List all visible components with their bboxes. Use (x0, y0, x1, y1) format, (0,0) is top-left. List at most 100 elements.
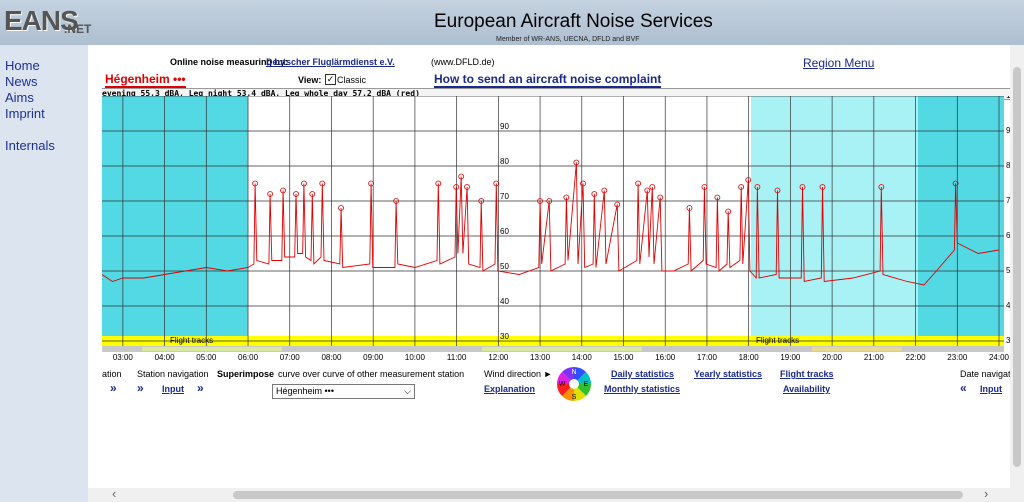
event-marker (819, 184, 826, 190)
event-marker (701, 184, 708, 190)
wind-letter: S (572, 394, 577, 401)
header: EANS .NET European Aircraft Noise Servic… (0, 0, 1024, 45)
night-band (102, 96, 248, 346)
event-marker (309, 191, 316, 197)
x-tick-label: 23:00 (947, 353, 968, 362)
nav-link[interactable]: Internals (5, 138, 55, 153)
y-tick-label: 60 (500, 227, 509, 236)
view-option: Classic (337, 75, 367, 85)
event-marker (453, 184, 460, 190)
nav-link[interactable]: Home (5, 58, 40, 73)
station-name[interactable]: Hégenheim ••• (105, 72, 186, 88)
nav-next[interactable]: » (110, 381, 117, 395)
event-marker (338, 205, 344, 211)
event-marker (252, 180, 259, 187)
x-tick-label: 19:00 (780, 353, 801, 362)
y-tick-label-right: 30 (1006, 336, 1010, 345)
event-marker (754, 184, 761, 190)
event-marker (393, 198, 400, 204)
nav-link[interactable]: Aims (5, 90, 34, 105)
x-tick-label: 13:00 (530, 353, 551, 362)
y-tick-label: 30 (500, 332, 509, 341)
superimpose: Superimpose (217, 369, 275, 379)
availability-link[interactable]: Availability (783, 384, 831, 394)
daily-link[interactable]: Daily statistics (611, 369, 675, 379)
wind-rose[interactable]: N E S W (556, 366, 592, 402)
event-marker (635, 180, 642, 187)
x-tick-label: 10:00 (405, 353, 426, 362)
event-marker (458, 173, 465, 180)
noise-chart: 303040405050606070708080909010010003:000… (102, 96, 1010, 362)
v-scrollbar[interactable] (1010, 45, 1024, 502)
nav-next[interactable]: » (197, 381, 204, 395)
station-nav: Station navigation (137, 369, 209, 379)
y-tick-label-right: 40 (1006, 301, 1010, 310)
scroll-left[interactable]: ‹ (112, 486, 117, 501)
y-tick-label-right: 50 (1006, 266, 1010, 275)
tracks-link[interactable]: Flight tracks (780, 369, 834, 379)
x-tick-label: 18:00 (739, 353, 760, 362)
x-tick-label: 17:00 (697, 353, 718, 362)
explanation-link[interactable]: Explanation (484, 384, 536, 394)
wind-letter: W (559, 381, 566, 388)
event-marker (580, 180, 586, 187)
event-marker (686, 205, 693, 211)
yearly-link[interactable]: Yearly statistics (694, 369, 763, 379)
scroll-thumb[interactable] (233, 491, 963, 499)
y-tick-label-right: 60 (1006, 231, 1010, 240)
x-tick-label: 24:00 (989, 353, 1010, 362)
y-tick-label-right: 80 (1006, 161, 1010, 170)
x-tick-label: 07:00 (280, 353, 301, 362)
event-marker (952, 180, 959, 187)
monthly-link[interactable]: Monthly statistics (604, 384, 681, 394)
event-marker (464, 184, 470, 190)
x-tick-label: 03:00 (113, 353, 134, 362)
day-band (248, 96, 751, 346)
x-tick-label: 14:00 (572, 353, 593, 362)
event-marker (435, 180, 442, 187)
date-nav: Date navigat (960, 369, 1010, 379)
dfld-link[interactable]: Deutscher Fluglärmdienst e.V. (266, 57, 395, 67)
x-tick-label: 22:00 (906, 353, 927, 362)
complaint-link[interactable]: How to send an aircraft noise complaint (434, 72, 662, 88)
event-marker (657, 194, 664, 201)
event-marker (644, 187, 651, 194)
nav-next[interactable]: » (137, 381, 144, 395)
evening-band (751, 96, 918, 346)
night-band (918, 96, 1004, 346)
h-scrollbar[interactable]: ‹ › (88, 486, 1010, 502)
x-tick-label: 05:00 (196, 353, 217, 362)
region-menu[interactable]: Region Menu (803, 56, 875, 70)
event-marker (293, 191, 299, 197)
y-tick-label: 90 (500, 122, 509, 131)
x-tick-label: 15:00 (613, 353, 634, 362)
track-label: Flight tracks (170, 336, 213, 345)
event-marker (799, 184, 806, 190)
event-marker (301, 180, 307, 187)
select-value: Hégenheim ••• (276, 386, 334, 396)
date-input[interactable]: Input (980, 384, 1002, 394)
view-checkbox[interactable]: ✓ (325, 74, 336, 85)
event-marker (649, 184, 656, 190)
event-marker (774, 187, 781, 194)
scroll-right[interactable]: › (984, 486, 989, 501)
event-marker (573, 159, 580, 166)
event-marker (738, 184, 745, 190)
event-marker (478, 198, 485, 204)
x-tick-label: 21:00 (864, 353, 885, 362)
event-marker (493, 180, 500, 187)
scroll-thumb[interactable] (1013, 67, 1021, 467)
nav-back[interactable]: « (960, 381, 967, 395)
x-tick-label: 09:00 (363, 353, 384, 362)
nav-link[interactable]: News (5, 74, 38, 89)
info-label: Online noise measuring by: (170, 57, 289, 67)
event-marker (714, 194, 721, 201)
logo: EANS (4, 5, 79, 36)
nav-link[interactable]: Imprint (5, 106, 45, 121)
y-tick-label-right: 70 (1006, 196, 1010, 205)
logo-suffix: .NET (64, 22, 92, 36)
event-marker (725, 208, 732, 215)
wind-letter: E (584, 381, 589, 388)
station-input[interactable]: Input (162, 384, 184, 394)
station-select[interactable]: Hégenheim ••• ⌵ (272, 384, 415, 399)
